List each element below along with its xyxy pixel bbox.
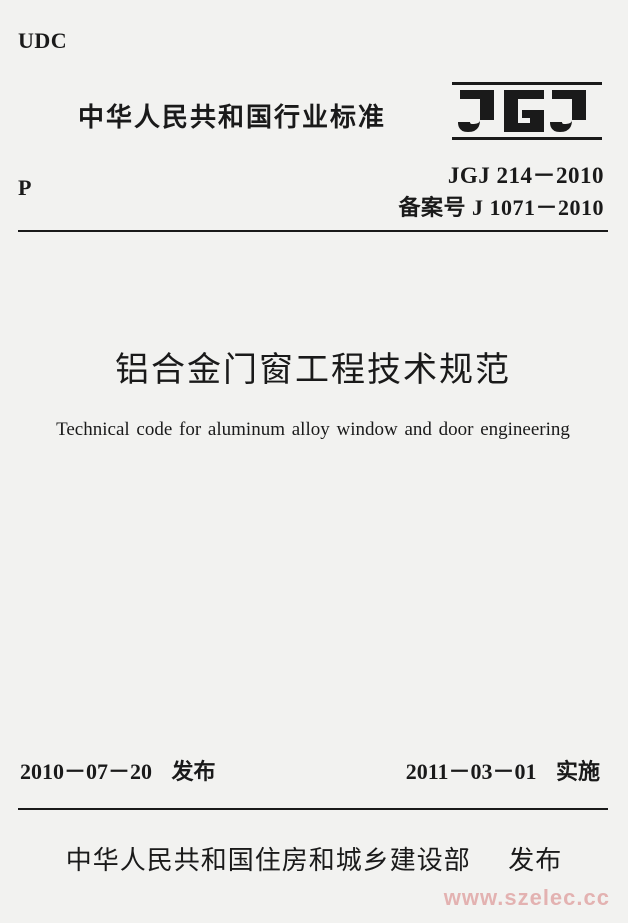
issue-date-item: 2010－07－20 发布 bbox=[20, 754, 216, 786]
jgj-logo-icon bbox=[452, 82, 602, 144]
standard-code: JGJ 214－2010 bbox=[18, 156, 604, 190]
filing-number: 备案号 J 1071－2010 bbox=[18, 190, 604, 222]
top-divider bbox=[18, 230, 608, 232]
effective-label: 实施 bbox=[556, 759, 600, 784]
issue-label: 发布 bbox=[172, 759, 216, 784]
header-row: 中华人民共和国行业标准 bbox=[18, 82, 608, 144]
title-english: Technical code for aluminum alloy window… bbox=[18, 419, 608, 441]
p-classification-label: P bbox=[18, 175, 31, 201]
effective-date-item: 2011－03－01 实施 bbox=[406, 754, 600, 786]
watermark-text: www.szelec.cc bbox=[444, 885, 610, 911]
issue-date: 2010－07－20 bbox=[20, 759, 152, 784]
issuer-publish-label: 发布 bbox=[508, 846, 562, 875]
org-standard-title: 中华人民共和国行业标准 bbox=[78, 97, 386, 144]
bottom-divider bbox=[18, 808, 608, 810]
issuer-org: 中华人民共和国住房和城乡建设部 bbox=[66, 846, 471, 875]
effective-date: 2011－03－01 bbox=[406, 759, 537, 784]
standard-code-block: JGJ 214－2010 备案号 J 1071－2010 bbox=[18, 156, 608, 222]
dates-row: 2010－07－20 发布 2011－03－01 实施 bbox=[18, 754, 608, 786]
udc-label: UDC bbox=[18, 28, 608, 54]
document-page: UDC 中华人民共和国行业标准 JGJ 214－2010 备案号 J 1071－ bbox=[0, 0, 628, 923]
title-chinese: 铝合金门窗工程技术规范 bbox=[18, 342, 608, 391]
issuer-row: 中华人民共和国住房和城乡建设部 发布 bbox=[0, 840, 628, 877]
